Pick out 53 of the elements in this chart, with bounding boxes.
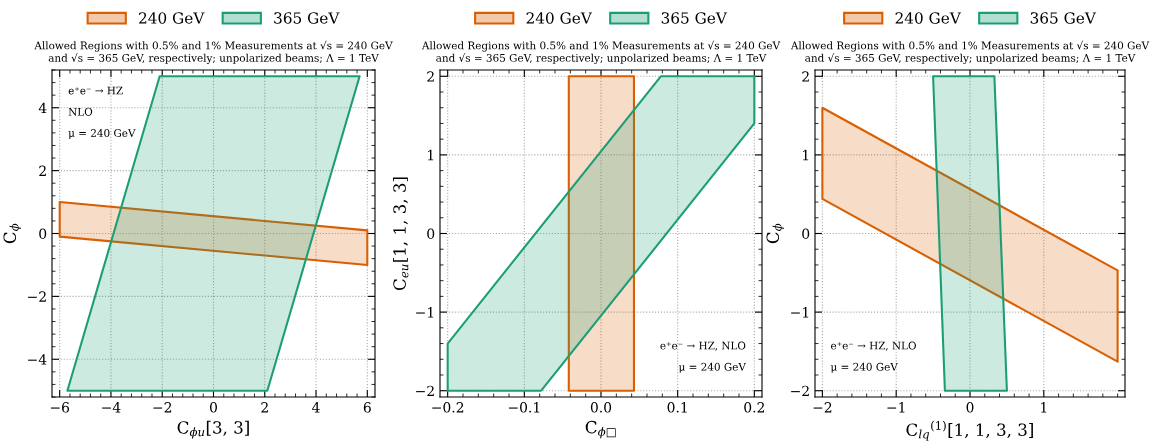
y-tick-label: 1 <box>428 149 434 161</box>
y-axis-title: C$_{ϕ}$ <box>766 223 784 244</box>
x-tick-label: 0.0 <box>590 402 612 413</box>
chart-title: Allowed Regions with 0.5% and 1% Measurements at √s = 240 GeV and √s = 365 GeV, respectively; unpolarized beams; Λ = 1 TeV <box>34 40 393 64</box>
y-tick-label: 2 <box>427 71 434 82</box>
x-tick-label: 2 <box>261 402 268 413</box>
annotation: μ = 240 GeV <box>830 362 898 373</box>
x-tick-label: 0.2 <box>744 402 765 413</box>
y-tick-label: 0 <box>427 228 435 239</box>
y-tick-label: 2 <box>39 165 46 176</box>
x-tick-label: 6 <box>363 402 371 413</box>
x-tick-label: −4 <box>102 402 121 413</box>
annotation: NLO <box>68 107 93 116</box>
y-tick-label: 0 <box>39 228 47 239</box>
y-tick-label: −2 <box>28 291 46 302</box>
legend-label: 365 GeV <box>1030 12 1097 24</box>
y-tick-label: −1 <box>791 307 809 318</box>
chart-title: Allowed Regions with 0.5% and 1% Measurements at √s = 240 GeV and √s = 365 GeV, respectively; unpolarized beams; Λ = 1 TeV <box>421 40 781 64</box>
y-tick-label: 2 <box>802 71 809 82</box>
x-tick-label: 0 <box>210 402 217 413</box>
y-tick-label: 1 <box>803 149 809 161</box>
y-tick-label: −1 <box>416 307 434 318</box>
x-tick-label: −0.1 <box>508 402 540 413</box>
x-tick-label: 1 <box>1041 402 1047 413</box>
annotation: e⁺e⁻ → HZ, NLO <box>831 341 916 351</box>
x-tick-label: 0 <box>966 402 974 413</box>
x-tick-label: 4 <box>312 402 320 413</box>
x-axis-title: C$_{ϕ□}$ <box>585 420 616 439</box>
x-tick-label: −1 <box>887 402 905 413</box>
y-tick-label: −2 <box>416 385 434 396</box>
x-tick-label: −0.2 <box>432 402 464 413</box>
annotation: μ = 240 GeV <box>68 129 136 139</box>
legend-label: 240 GeV <box>526 12 593 24</box>
y-axis-title: C$_{eu}$[1, 1, 3, 3] <box>392 177 409 291</box>
legend-label: 240 GeV <box>139 12 205 24</box>
y-tick-label: 4 <box>38 102 47 114</box>
y-tick-label: −2 <box>791 385 809 396</box>
y-tick-label: −4 <box>28 354 47 365</box>
x-tick-label: −6 <box>50 402 70 413</box>
legend-label: 365 GeV <box>274 12 340 24</box>
y-axis-title: C$_{ϕ}$ <box>3 223 21 244</box>
y-tick-label: 0 <box>802 228 810 239</box>
x-axis-title: C$_{lq}$$^{(1)}$[1, 1, 3, 3] <box>906 420 1033 441</box>
x-tick-label: −2 <box>153 402 172 413</box>
annotation: e⁺e⁻ → HZ <box>68 86 123 95</box>
x-tick-label: −2 <box>813 402 832 413</box>
x-tick-label: 0.1 <box>667 402 687 413</box>
legend-label: 365 GeV <box>661 12 728 24</box>
annotation: μ = 240 GeV <box>678 362 747 373</box>
chart-title: Allowed Regions with 0.5% and 1% Measurements at √s = 240 GeV and √s = 365 GeV, respectively; unpolarized beams; Λ = 1 TeV <box>790 40 1150 64</box>
legend-label: 240 GeV <box>895 12 962 24</box>
x-axis-title: C$_{ϕu}$[3, 3] <box>177 420 249 439</box>
annotation: e⁺e⁻ → HZ, NLO <box>660 341 746 351</box>
